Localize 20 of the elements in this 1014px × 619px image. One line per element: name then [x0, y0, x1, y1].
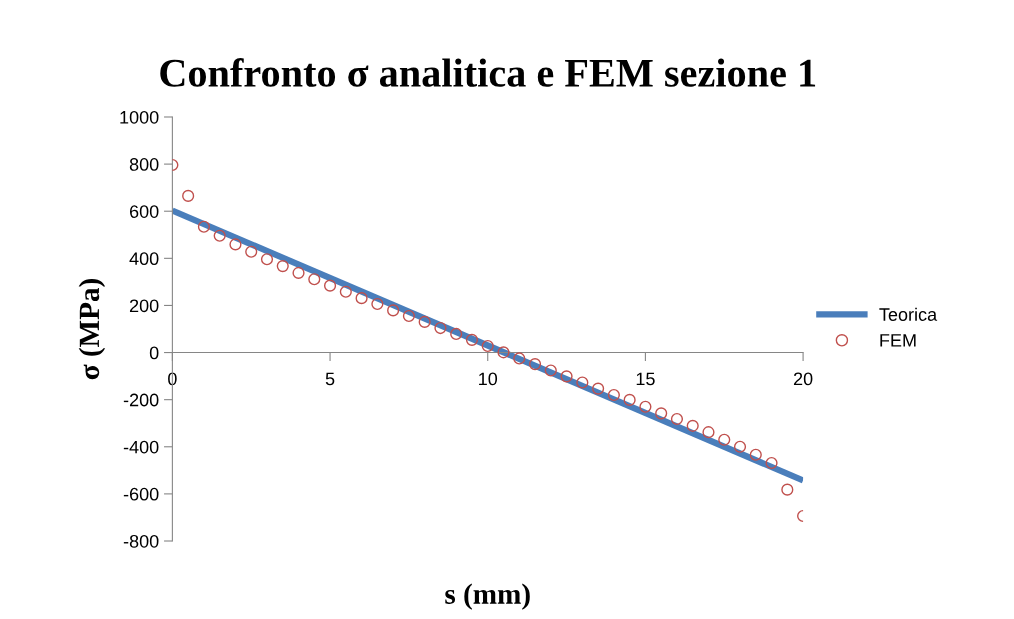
y-tick-label: 400 [129, 252, 159, 266]
y-tick-label: -200 [123, 393, 159, 407]
y-tick-label: 200 [129, 299, 159, 313]
chart-title: Confronto σ analitica e FEM sezione 1 [160, 58, 816, 87]
x-tick-label: 5 [325, 372, 335, 386]
x-tick-label: 15 [636, 372, 655, 386]
x-tick-label: 0 [168, 372, 177, 386]
y-tick-label: 1000 [120, 110, 159, 124]
legend-label: FEM [880, 334, 916, 347]
y-tick-label: 0 [149, 346, 159, 360]
y-tick-label: -600 [123, 487, 159, 501]
x-axis-title: s (mm) [445, 583, 530, 610]
y-tick-label: 800 [129, 158, 159, 171]
legend-label: Teorica [879, 307, 938, 321]
y-tick-label: -800 [123, 534, 159, 548]
y-axis-title: σ (MPa) [78, 279, 106, 380]
y-tick-label: -400 [123, 440, 159, 454]
y-tick-label: 600 [129, 205, 159, 218]
x-tick-label: 20 [793, 372, 813, 386]
x-tick-label: 10 [479, 372, 498, 386]
